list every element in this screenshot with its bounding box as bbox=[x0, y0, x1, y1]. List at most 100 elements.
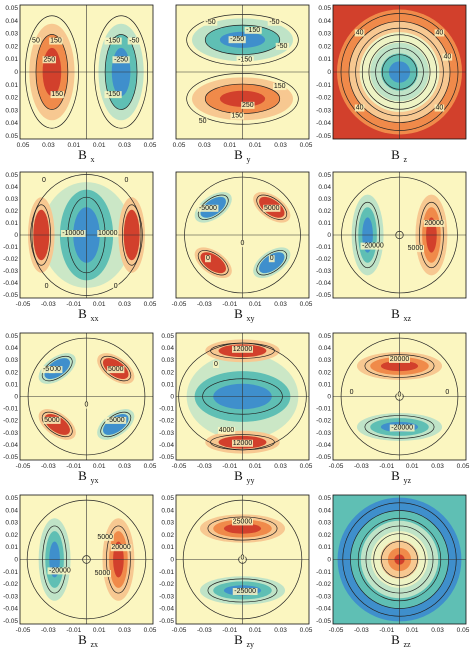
y-tick-label: -0.03 bbox=[159, 430, 174, 437]
y-tick-label: 0.04 bbox=[5, 184, 18, 191]
contour-label-bg bbox=[104, 37, 122, 45]
y-tick-label: 0.04 bbox=[161, 345, 174, 352]
contour-label: 0 bbox=[241, 555, 245, 562]
y-tick-label: 0.03 bbox=[5, 196, 18, 203]
contour-label-bg bbox=[241, 101, 255, 109]
y-tick-label: -0.04 bbox=[316, 120, 331, 127]
y-tick-label: 0.01 bbox=[161, 544, 174, 551]
y-tick-label: -0.04 bbox=[159, 606, 174, 613]
contour-label-bg bbox=[230, 112, 244, 120]
y-tick-label: 0.04 bbox=[318, 18, 331, 25]
x-tick-label: -0.01 bbox=[222, 463, 237, 470]
y-tick-label: 0.05 bbox=[318, 172, 331, 179]
contour-label-bg bbox=[354, 29, 365, 37]
x-tick-label: -0.01 bbox=[66, 301, 81, 308]
x-tick-label: 0.01 bbox=[93, 627, 106, 634]
contour-label-bg bbox=[442, 53, 453, 61]
x-tick-label: -0.05 bbox=[16, 627, 31, 634]
x-tick-label: 0.03 bbox=[118, 301, 131, 308]
y-tick-label: -0.03 bbox=[3, 593, 18, 600]
contour-label: -50 bbox=[277, 43, 287, 50]
contour-label-bg bbox=[434, 29, 445, 37]
x-tick-label: -0.03 bbox=[41, 301, 56, 308]
panel-By: 0.05 0.03 0.01 0.01 0.03 0.05-50-150-250-150-… bbox=[173, 4, 313, 164]
x-tick-label: 0.01 bbox=[406, 627, 419, 634]
x-tick-label: -0.05 bbox=[329, 627, 344, 634]
y-tick-label: 0.04 bbox=[5, 18, 18, 25]
x-tick-label: 0.05 bbox=[300, 463, 313, 470]
x-tick-label: 0.03 bbox=[274, 142, 287, 149]
contour-label-bg bbox=[389, 355, 410, 363]
contour-label-bg bbox=[205, 255, 211, 263]
x-tick-label: -0.03 bbox=[197, 463, 212, 470]
x-tick-label: 0.05 bbox=[144, 301, 157, 308]
y-tick-label: 0.05 bbox=[5, 5, 18, 12]
contour-label: 0 bbox=[124, 177, 128, 184]
x-tick-label: -0.01 bbox=[222, 627, 237, 634]
y-tick-label: 0.04 bbox=[5, 345, 18, 352]
contour-label-bg bbox=[97, 230, 119, 237]
y-tick-label: 0.02 bbox=[318, 208, 331, 215]
contour-label: 40 bbox=[436, 105, 444, 112]
y-tick-label: 0.04 bbox=[318, 345, 331, 352]
y-tick-label: -0.04 bbox=[316, 280, 331, 287]
contour-label: 150 bbox=[231, 113, 243, 120]
contour-label-bg bbox=[275, 42, 290, 50]
x-tick-label: -0.01 bbox=[379, 627, 394, 634]
panel-title-subscript: yz bbox=[404, 476, 412, 485]
contour-label: -150 bbox=[106, 91, 120, 98]
contour-label-bg bbox=[197, 204, 219, 212]
y-tick-label: 0.02 bbox=[161, 369, 174, 376]
y-tick-label: 0 bbox=[170, 394, 174, 401]
x-tick-label: 0.01 bbox=[67, 142, 80, 149]
contour-label: 0 bbox=[206, 255, 210, 262]
panel-title-subscript: zz bbox=[404, 640, 412, 649]
x-tick-label: -0.03 bbox=[197, 301, 212, 308]
x-tick-label: -0.01 bbox=[66, 463, 81, 470]
contour-label-bg bbox=[93, 569, 112, 577]
y-tick-label: -0.04 bbox=[159, 442, 174, 449]
x-tick-label: 0.03 bbox=[274, 301, 287, 308]
y-tick-label: 0.02 bbox=[318, 369, 331, 376]
x-tick-label: 0.03 bbox=[198, 142, 211, 149]
contour-line bbox=[256, 250, 288, 276]
contour-line bbox=[100, 355, 132, 382]
x-tick-label: -0.03 bbox=[41, 463, 56, 470]
contour-label-bg bbox=[105, 416, 127, 424]
y-tick-label: -0.05 bbox=[316, 618, 331, 625]
y-tick-label: -0.04 bbox=[316, 442, 331, 449]
panel-frame bbox=[175, 332, 310, 461]
panel-Bzz: 0.05 0.04 0.03 0.02 0.01 0 -0.01 -0.02 -0.03 -0.0… bbox=[316, 494, 470, 649]
contour-label-bg bbox=[232, 345, 253, 353]
contour-label: 0 bbox=[50, 366, 54, 373]
y-tick-label: -0.05 bbox=[3, 454, 18, 461]
y-tick-label: -0.01 bbox=[316, 406, 331, 413]
contour-label-bg bbox=[273, 83, 287, 91]
contour-label-bg bbox=[49, 366, 55, 374]
x-tick-label: -0.03 bbox=[354, 463, 369, 470]
y-tick-label: -0.03 bbox=[316, 593, 331, 600]
y-tick-label: 0.05 bbox=[161, 333, 174, 340]
y-tick-label: -0.02 bbox=[316, 95, 331, 102]
contour-label: 150 bbox=[51, 91, 63, 98]
y-tick-label: 0.03 bbox=[5, 107, 18, 114]
y-tick-label: 0.05 bbox=[5, 333, 18, 340]
x-tick-label: 0.03 bbox=[118, 463, 131, 470]
contour-label: 10000 bbox=[98, 230, 118, 237]
y-tick-label: 0.01 bbox=[5, 544, 18, 551]
y-tick-label: 0.04 bbox=[5, 507, 18, 514]
y-tick-label: -0.02 bbox=[3, 256, 18, 263]
contour-label-bg bbox=[423, 219, 445, 227]
x-tick-label: 0.03 bbox=[118, 142, 131, 149]
x-tick-label: -0.01 bbox=[379, 463, 394, 470]
panel-title: B bbox=[391, 306, 400, 321]
y-tick-label: 0.03 bbox=[318, 520, 331, 527]
y-tick-label: 0.01 bbox=[5, 381, 18, 388]
x-tick-label: 0.05 bbox=[173, 142, 186, 149]
contour-label-bg bbox=[60, 230, 86, 237]
y-tick-label: -0.01 bbox=[3, 244, 18, 251]
panel-frame bbox=[175, 494, 310, 625]
x-tick-label: -0.05 bbox=[172, 463, 187, 470]
panel-Bz: 0.05 0.04 0.03 0.02 0.01 0 -0.01 -0.02 -0.03 -0.0… bbox=[316, 4, 467, 164]
